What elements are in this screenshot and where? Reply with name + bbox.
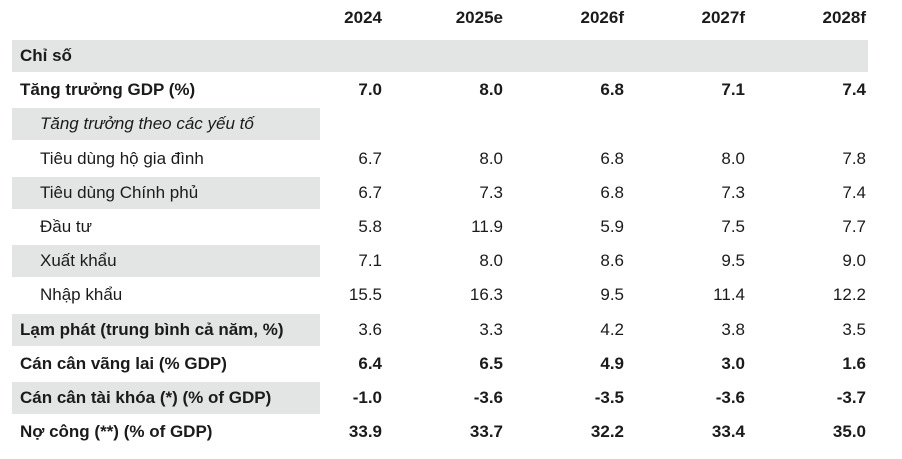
table-cell: 8.6 [600,251,624,271]
table-row: Cán cân tài khóa (*) (% of GDP) -1.0 -3.6 -… [12,382,868,414]
table-row: Tăng trưởng GDP (%) 7.0 8.0 6.8 7.1 7.4 [12,74,868,106]
table-header: 2024 2025e 2026f 2027f 2028f [0,0,902,36]
table-cell: 16.3 [469,285,503,305]
table-cell: 5.8 [358,217,382,236]
row-label: Chỉ số [20,46,72,65]
row-label: Nợ công (**) (% of GDP) [20,422,213,442]
table-cell: 9.5 [600,285,624,305]
table-row: Nợ công (**) (% of GDP) 33.9 33.7 32.2 33.4 3… [12,416,868,448]
table-cell: 11.4 [713,285,745,305]
table-cell: 6.5 [479,353,503,373]
table-cell: 33.9 [348,422,382,442]
table-cell: 33.4 [711,422,745,442]
table-cell: 7.0 [358,80,382,100]
table-cell: 7.1 [358,251,382,271]
table-cell: 8.0 [479,148,503,168]
table-cell: 7.4 [842,80,866,100]
table-cell: 35.0 [832,422,866,442]
column-header-0: 2024 [344,8,382,27]
table-cell: 8.0 [479,251,503,271]
table-row: Tiêu dùng hộ gia đình 6.7 8.0 6.8 8.0 7.8 [12,143,868,175]
table-cell: 33.7 [469,422,503,442]
table-cell: 9.5 [721,251,745,271]
row-label: Xuất khẩu [40,251,117,271]
table-cell: -3.6 [715,388,745,407]
table-cell: 7.8 [842,148,866,168]
table-cell: 6.8 [600,182,624,202]
row-label: Lạm phát (trung bình cả năm, %) [20,319,284,339]
table-cell: -3.5 [594,388,624,407]
table-cell: 1.6 [842,353,866,373]
table-cell: 3.5 [842,319,866,339]
row-label: Tiêu dùng Chính phủ [40,182,199,202]
table-cell: 7.3 [479,182,503,202]
table-row: Lạm phát (trung bình cả năm, %) 3.6 3.3 4.2… [12,313,868,346]
row-label-shading [12,382,320,414]
table-cell: 7.7 [842,217,866,236]
table-row: Đầu tư 5.8 11.9 5.9 7.5 7.7 [12,211,868,243]
row-label: Nhập khẩu [40,285,123,305]
column-header-2: 2026f [580,8,624,27]
row-label: Tiêu dùng hộ gia đình [40,148,204,168]
table-cell: 3.8 [721,319,745,339]
table-cell: -3.7 [836,388,866,407]
table-cell: 6.7 [358,148,382,168]
table-cell: 6.7 [358,182,382,202]
table-cell: 3.3 [479,319,503,339]
table-cell: 32.2 [590,422,624,442]
table-cell: 7.3 [721,182,745,202]
table-row: Xuất khẩu 7.1 8.0 8.6 9.5 9.0 [12,245,868,278]
table-row: Cán cân vãng lai (% GDP) 6.4 6.5 4.9 3.0 1.6 [12,348,868,380]
table-cell: 12.2 [832,285,866,305]
table-cell: 6.8 [600,148,624,168]
table-row: Nhập khẩu 15.5 16.3 9.5 11.4 12.2 [12,279,868,311]
table-row: Chỉ số [12,40,868,72]
table-cell: 4.9 [600,353,624,373]
table-cell: 8.0 [721,148,745,168]
row-label-shading [12,245,320,278]
column-header-1: 2025e [455,8,503,27]
table-cell: -1.0 [352,388,382,407]
row-label: Cán cân tài khóa (*) (% of GDP) [20,388,272,407]
table-cell: 3.6 [358,319,382,339]
row-label: Tăng trưởng theo các yếu tố [40,114,254,134]
table-cell: 11.9 [471,217,503,236]
row-label-shading [12,313,320,346]
table-cell: 3.0 [721,353,745,373]
table-cell: -3.6 [473,388,503,407]
row-label-shading [12,108,320,141]
table-cell: 7.5 [721,217,745,236]
table-cell: 7.4 [842,182,866,202]
row-label-shading [12,176,320,209]
table-cell: 9.0 [842,251,866,271]
column-header-3: 2027f [701,8,745,27]
table-cell: 6.4 [358,353,382,373]
row-label: Tăng trưởng GDP (%) [20,80,196,100]
table-cell: 8.0 [479,80,503,100]
table-row: Tăng trưởng theo các yếu tố [12,108,868,141]
column-header-4: 2028f [822,8,866,27]
table-cell: 5.9 [600,217,624,236]
table-cell: 15.5 [348,285,382,305]
row-label: Đầu tư [40,217,93,236]
table-cell: 7.1 [721,80,745,100]
table-row: Tiêu dùng Chính phủ 6.7 7.3 6.8 7.3 7.4 [12,176,868,209]
row-label: Cán cân vãng lai (% GDP) [20,353,227,373]
table-cell: 4.2 [600,319,624,339]
table-cell: 6.8 [600,80,624,100]
